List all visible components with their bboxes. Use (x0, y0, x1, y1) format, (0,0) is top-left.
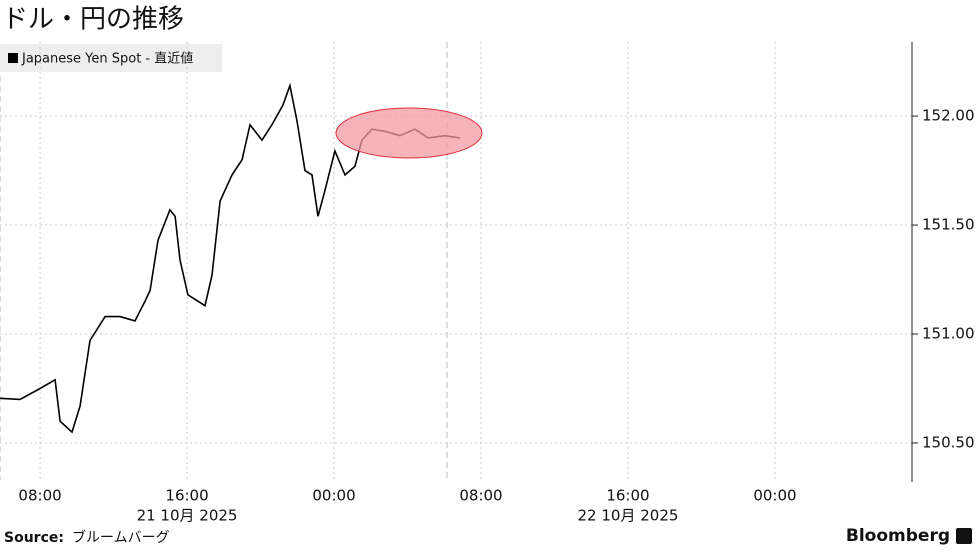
source-label: Source: (4, 530, 64, 546)
brand: Bloomberg (846, 526, 950, 546)
x-tick-label: 00:00 (753, 487, 796, 505)
legend-label: Japanese Yen Spot - 直近値 (21, 51, 193, 67)
source: ブルームバーグ (72, 529, 170, 546)
highlight (335, 107, 483, 159)
y-tick-label: 150.50 (922, 433, 975, 451)
x-tick-label: 16:00 (165, 487, 208, 505)
brand-icon (956, 528, 972, 544)
legend-swatch (8, 53, 18, 63)
y-tick-label: 152.00 (922, 107, 975, 125)
y-tick-label: 151.00 (922, 325, 975, 343)
x-date-label: 22 10月 2025 (578, 507, 679, 525)
x-tick-label: 08:00 (18, 487, 61, 505)
legend-box (0, 44, 222, 72)
x-tick-label: 00:00 (312, 487, 355, 505)
x-date-label: 21 10月 2025 (137, 507, 238, 525)
x-tick-label: 08:00 (459, 487, 502, 505)
x-tick-label: 16:00 (606, 487, 649, 505)
y-tick-label: 151.50 (922, 216, 975, 234)
chart-title: ドル・円の推移 (2, 5, 184, 35)
